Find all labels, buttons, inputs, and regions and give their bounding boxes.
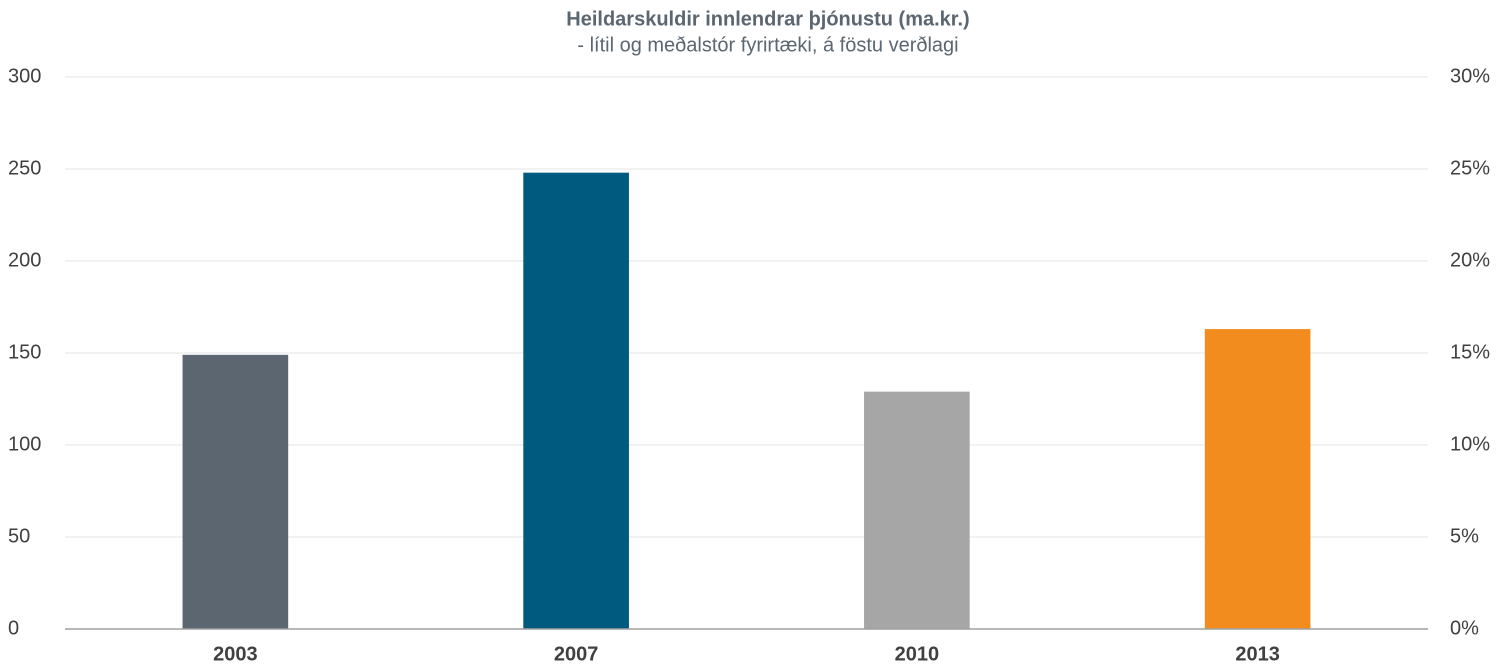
y-tick-label: 0: [8, 617, 19, 639]
bar: [864, 391, 970, 629]
y-tick-label: 100: [8, 433, 41, 455]
chart-subtitle: - lítil og meðalstór fyrirtæki, á föstu …: [577, 34, 958, 56]
chart-title: Heildarskuldir innlendrar þjónustu (ma.k…: [566, 8, 969, 30]
x-tick-label: 2013: [1235, 643, 1280, 665]
y2-tick-label: 5%: [1450, 525, 1479, 547]
y-tick-label: 300: [8, 65, 41, 87]
y2-tick-label: 15%: [1450, 341, 1490, 363]
x-tick-label: 2003: [213, 643, 258, 665]
y2-tick-label: 25%: [1450, 157, 1490, 179]
x-tick-label: 2010: [895, 643, 940, 665]
y2-tick-label: 30%: [1450, 65, 1490, 87]
y2-tick-label: 0%: [1450, 617, 1479, 639]
y-tick-label: 150: [8, 341, 41, 363]
y2-tick-label: 10%: [1450, 433, 1490, 455]
bar: [523, 172, 629, 629]
bar: [182, 354, 289, 629]
y2-tick-label: 20%: [1450, 249, 1490, 271]
y-tick-label: 200: [8, 249, 41, 271]
bar: [1204, 329, 1311, 629]
y-tick-label: 50: [8, 525, 30, 547]
x-tick-label: 2007: [554, 643, 599, 665]
y-tick-label: 250: [8, 157, 41, 179]
